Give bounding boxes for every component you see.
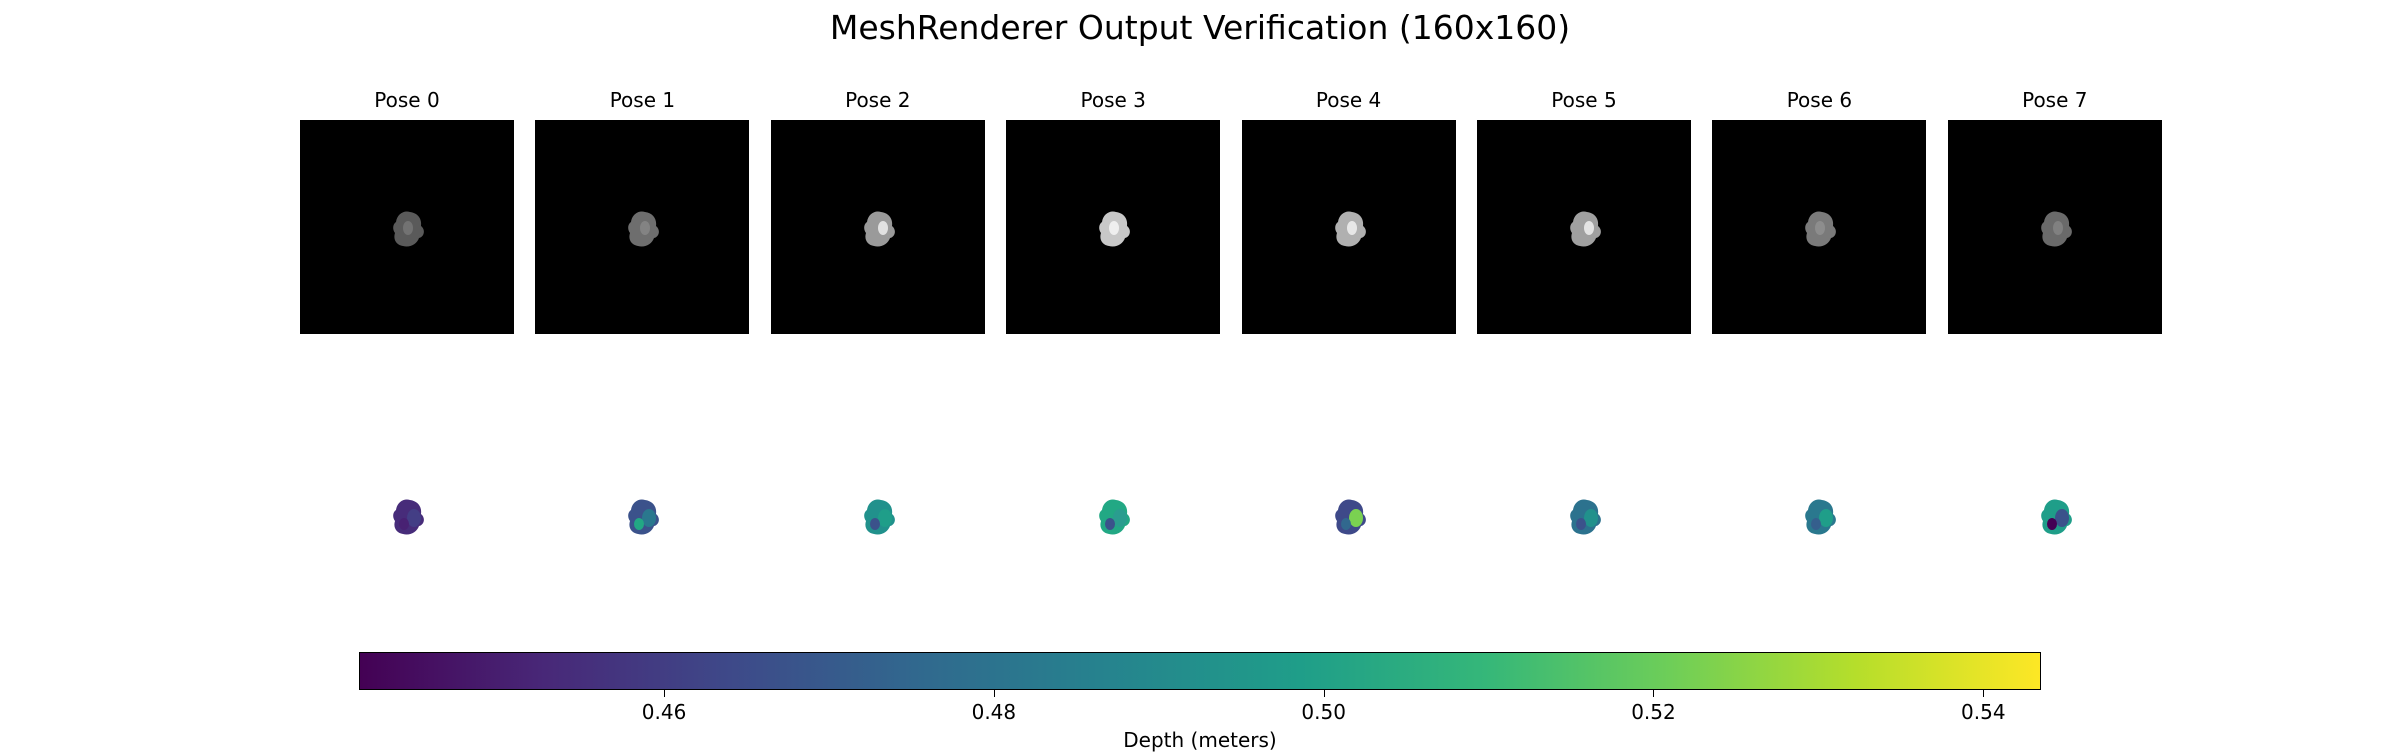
pose-label: Pose 5 xyxy=(1551,88,1617,112)
depth-panel xyxy=(1242,450,1456,600)
colorbar-tick-label: 0.46 xyxy=(641,700,687,724)
rgb-highlight xyxy=(1584,221,1594,235)
depth-panel xyxy=(535,450,749,600)
rgb-highlight xyxy=(403,221,413,235)
colorbar-tick xyxy=(1983,690,1985,697)
depth-panel xyxy=(771,450,985,600)
rgb-highlight xyxy=(640,221,651,235)
depth-region xyxy=(1819,509,1834,527)
depth-region xyxy=(407,509,421,527)
depth-region xyxy=(399,518,409,530)
depth-region xyxy=(1584,509,1598,527)
rgb-render-panel xyxy=(1712,120,1927,334)
depth-panel xyxy=(300,450,514,600)
depth-region xyxy=(634,518,645,530)
pose-label: Pose 4 xyxy=(1315,88,1382,112)
rgb-highlight xyxy=(1815,221,1826,235)
chart-title: MeshRenderer Output Verification (160x16… xyxy=(829,8,1571,47)
colorbar-tick-label: 0.48 xyxy=(971,700,1017,724)
colorbar-tick xyxy=(993,690,995,697)
pose-label: Pose 3 xyxy=(1080,88,1146,112)
depth-region xyxy=(1576,518,1586,530)
colorbar-tick xyxy=(664,690,666,697)
depth-region xyxy=(2046,518,2057,530)
depth-region xyxy=(1811,518,1822,530)
pose-label: Pose 2 xyxy=(845,88,911,112)
depth-region xyxy=(2054,509,2069,527)
colorbar-label: Depth (meters) xyxy=(1123,728,1277,752)
pose-label: Pose 0 xyxy=(374,88,440,112)
rgb-object xyxy=(628,211,660,247)
rgb-render-panel xyxy=(535,120,750,334)
pose-label: Pose 1 xyxy=(609,88,676,112)
rgb-render-panel xyxy=(1477,120,1691,334)
colorbar-tick xyxy=(1653,690,1655,697)
depth-region xyxy=(1340,518,1351,530)
colorbar-tick-label: 0.52 xyxy=(1631,700,1676,724)
depth-region xyxy=(1348,509,1363,527)
depth-colorbar xyxy=(359,652,2041,690)
rgb-render-panel xyxy=(770,120,985,334)
pose-label: Pose 6 xyxy=(1786,88,1853,112)
rgb-object xyxy=(2040,211,2072,247)
depth-panel xyxy=(1477,450,1691,600)
rgb-object xyxy=(1805,211,1837,247)
depth-region xyxy=(1113,509,1128,527)
rgb-object xyxy=(393,211,424,247)
depth-panel xyxy=(1006,450,1220,600)
colorbar-tick-label: 0.54 xyxy=(1961,700,2006,724)
rgb-highlight xyxy=(1109,221,1120,235)
depth-region xyxy=(642,509,657,527)
pose-label: Pose 7 xyxy=(2022,88,2088,112)
rgb-highlight xyxy=(877,221,888,235)
colorbar-tick xyxy=(1323,690,1325,697)
rgb-highlight xyxy=(2052,221,2063,235)
rgb-render-panel xyxy=(1006,120,1221,334)
rgb-highlight xyxy=(1346,221,1357,235)
depth-panel xyxy=(1948,450,2162,600)
rgb-render-panel xyxy=(1241,120,1456,334)
rgb-render-panel xyxy=(1947,120,2162,334)
colorbar-tick-label: 0.50 xyxy=(1301,700,1346,724)
depth-region xyxy=(877,509,892,527)
depth-region xyxy=(869,518,880,530)
depth-panel xyxy=(1712,450,1926,600)
depth-region xyxy=(1105,518,1116,530)
rgb-render-panel xyxy=(300,120,514,334)
